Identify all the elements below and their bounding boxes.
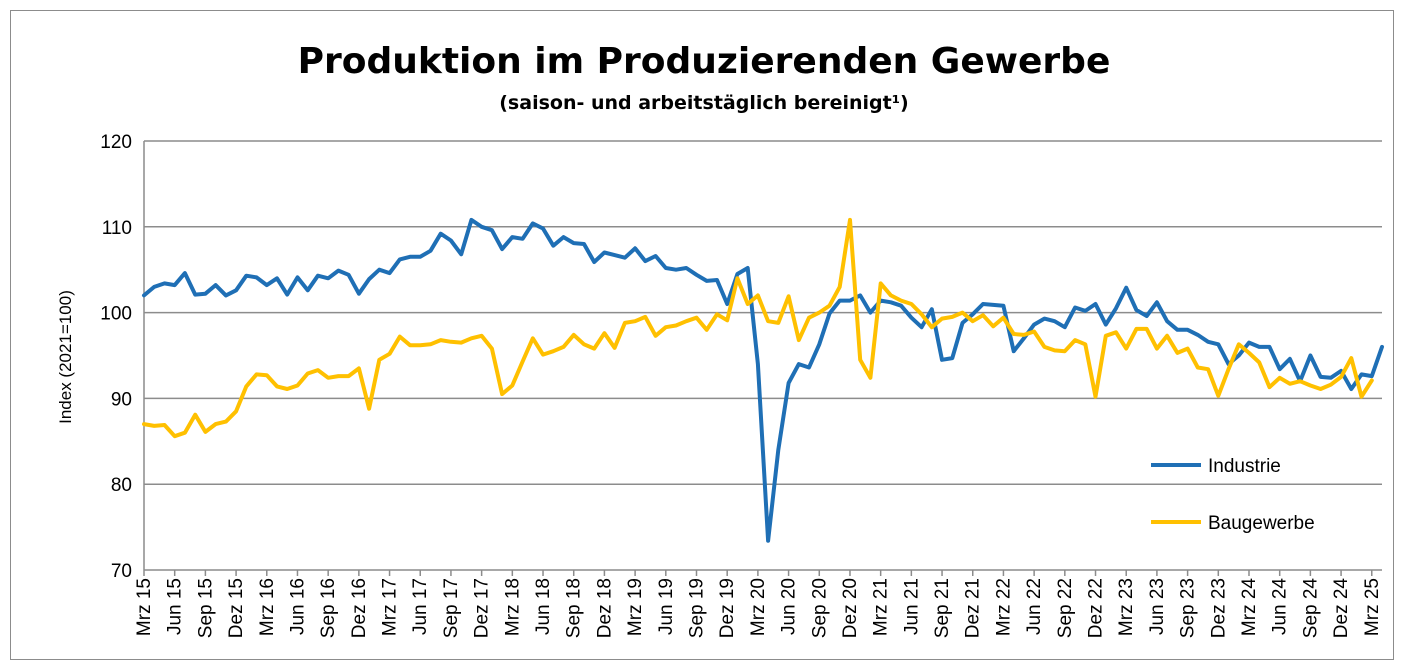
x-tick-labels: Mrz 15 Jun 15 Sep 15 Dez 15 Mrz 16 Jun 16 Sep …	[134, 578, 1383, 639]
x-tick-label: Dez 20	[840, 578, 861, 638]
chart-frame: Produktion im Produzierenden Gewerbe (sa…	[10, 10, 1394, 660]
series-lines	[142, 217, 1384, 543]
x-tick-label: Sep 19	[686, 578, 707, 638]
y-tick-labels: 70 80 90 100 110 120	[100, 132, 132, 582]
x-tick-label: Dez 22	[1086, 578, 1107, 638]
y-tick-label: 70	[111, 561, 132, 582]
x-tick-label: Sep 24	[1300, 578, 1321, 639]
y-tick-label: 90	[111, 389, 132, 410]
x-tick-label: Jun 22	[1024, 578, 1045, 635]
y-tick-label: 80	[111, 475, 132, 496]
x-tick-label: Jun 23	[1147, 578, 1168, 635]
x-tick-label: Jun 19	[656, 578, 677, 635]
axes	[143, 141, 1382, 576]
x-tick-label: Mrz 25	[1362, 578, 1383, 636]
x-tick-label: Dez 23	[1208, 578, 1229, 638]
x-tick-label: Dez 18	[594, 578, 615, 638]
x-tick-label: Mrz 18	[502, 578, 523, 636]
y-tick-label: 110	[102, 218, 132, 239]
x-tick-label: Sep 16	[318, 578, 339, 638]
x-tick-label: Jun 20	[779, 578, 800, 635]
x-tick-label: Dez 24	[1331, 578, 1352, 639]
legend-label: Industrie	[1208, 456, 1281, 477]
y-tick-label: 120	[100, 132, 132, 153]
x-tick-label: Dez 17	[472, 578, 493, 638]
chart-title: Produktion im Produzierenden Gewerbe	[298, 41, 1111, 82]
x-tick-label: Dez 16	[349, 578, 370, 638]
y-tick-label: 100	[100, 304, 132, 325]
x-tick-label: Sep 21	[932, 578, 953, 638]
x-tick-label: Sep 15	[195, 578, 216, 638]
x-tick-label: Dez 19	[717, 578, 738, 638]
x-tick-label: Dez 15	[226, 578, 247, 638]
x-tick-label: Mrz 21	[871, 578, 892, 636]
x-tick-label: Sep 17	[441, 578, 462, 638]
x-tick-label: Jun 18	[533, 578, 554, 635]
legend: Industrie Baugewerbe	[1151, 456, 1315, 534]
x-tick-label: Mrz 16	[257, 578, 278, 636]
x-tick-label: Mrz 22	[993, 578, 1014, 636]
x-tick-label: Mrz 24	[1239, 578, 1260, 637]
x-tick-label: Mrz 17	[380, 578, 401, 636]
x-tick-label: Sep 22	[1055, 578, 1076, 638]
x-tick-label: Jun 21	[901, 578, 922, 635]
series-line-industrie	[142, 217, 1384, 543]
series-line-baugewerbe	[142, 217, 1374, 439]
x-tick-label: Jun 15	[165, 578, 186, 635]
x-tick-label: Mrz 19	[625, 578, 646, 636]
x-tick-label: Sep 18	[564, 578, 585, 638]
x-tick-label: Sep 23	[1178, 578, 1199, 638]
x-tick-label: Dez 21	[963, 578, 984, 638]
x-tick-label: Sep 20	[809, 578, 830, 638]
x-tick-label: Mrz 20	[748, 578, 769, 636]
y-axis-title: Index (2021=100)	[56, 290, 75, 424]
chart-subtitle: (saison- und arbeitstäglich bereinigt¹)	[499, 92, 908, 114]
x-tick-label: Jun 16	[287, 578, 308, 635]
x-tick-label: Jun 24	[1270, 578, 1291, 635]
x-tick-label: Jun 17	[410, 578, 431, 635]
line-chart: Produktion im Produzierenden Gewerbe (sa…	[56, 41, 1384, 639]
x-tick-label: Mrz 15	[134, 578, 155, 636]
legend-label: Baugewerbe	[1208, 513, 1315, 534]
x-tick-label: Mrz 23	[1116, 578, 1137, 636]
